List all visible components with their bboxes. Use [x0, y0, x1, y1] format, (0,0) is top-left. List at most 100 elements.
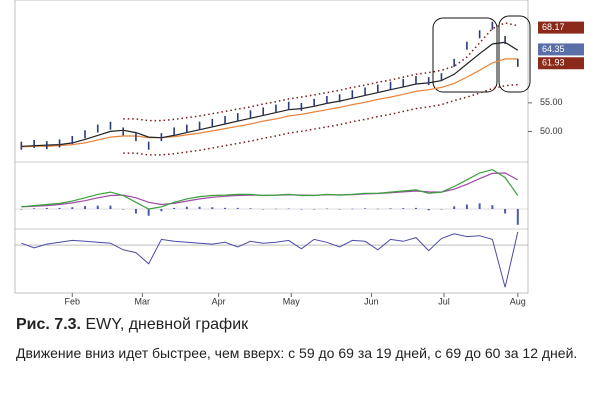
price-bar — [160, 133, 163, 142]
x-tick-label: Mar — [135, 296, 151, 306]
x-tick-label: Aug — [510, 296, 526, 306]
price-bar — [71, 136, 74, 144]
macd-histogram-bar — [249, 208, 252, 209]
macd-histogram-bar — [338, 209, 341, 210]
macd-histogram-bar — [224, 207, 227, 209]
price-label: 64.35 — [542, 44, 565, 54]
macd-histogram-bar — [453, 206, 456, 209]
price-bar — [58, 139, 61, 148]
price-bar — [300, 102, 303, 111]
macd-histogram-bar — [427, 209, 430, 211]
macd-histogram-bar — [491, 205, 494, 209]
price-bar — [173, 127, 175, 136]
price-bar — [478, 30, 481, 39]
x-tick-label: May — [283, 296, 301, 306]
macd-histogram-bar — [185, 206, 188, 209]
figure-label: Рис. 7.3. — [16, 316, 81, 333]
chart: 50.00 55.00 Feb Mar Apr May Jun Jul Aug 68.17 64.3… — [14, 0, 584, 306]
price-label: 61.93 — [542, 58, 565, 68]
macd-histogram-bar — [389, 208, 392, 209]
macd-histogram-bar — [440, 209, 443, 210]
macd-histogram-bar — [325, 208, 328, 210]
price-bar — [287, 101, 290, 110]
macd-histogram-bar — [45, 207, 48, 209]
price-bar — [20, 141, 23, 150]
price-bar — [491, 21, 494, 30]
plot-frame — [14, 0, 529, 294]
price-bar — [415, 76, 417, 84]
macd-histogram-bar — [504, 209, 507, 214]
price-bar — [453, 58, 455, 67]
macd-histogram-bar — [364, 208, 367, 209]
macd-histogram-bar — [71, 207, 74, 209]
figure-title: EWY, дневной график — [85, 316, 249, 333]
caption-text: Движение вниз идет быстрее, чем вверх: с… — [16, 345, 578, 361]
macd-histogram-bar — [122, 209, 125, 210]
price-bar — [313, 98, 315, 107]
price-bar — [147, 141, 150, 150]
macd-histogram-bar — [516, 209, 519, 225]
macd-histogram-bar — [274, 208, 277, 210]
highlight-box — [498, 15, 531, 93]
force-index — [21, 231, 519, 288]
macd-line — [21, 168, 519, 210]
price-bar — [338, 94, 341, 103]
price-bar — [249, 110, 252, 119]
price-bar — [440, 73, 443, 82]
y-tick-label: 55.00 — [540, 97, 563, 107]
macd-histogram-bar — [147, 209, 150, 216]
y-tick-label: 50.00 — [540, 126, 563, 136]
price-bar — [224, 116, 226, 124]
macd-histogram-bar — [465, 204, 468, 209]
price-bar — [211, 118, 214, 127]
price-bar — [186, 124, 188, 133]
price-bar — [275, 104, 277, 113]
price-bar — [198, 121, 201, 130]
ema-slow — [21, 58, 518, 148]
macd-histogram-bar — [414, 207, 417, 209]
macd-histogram-bar — [376, 208, 379, 210]
price-bar — [33, 140, 35, 148]
price-bar — [376, 84, 379, 93]
price-bar — [517, 58, 519, 67]
price-bar — [389, 81, 392, 90]
price-bar — [504, 36, 506, 44]
price-bar — [236, 113, 239, 122]
x-tick-label: Feb — [65, 296, 81, 306]
macd-histogram-bar — [109, 205, 112, 209]
price-bar — [326, 96, 328, 104]
price-bar — [96, 124, 99, 133]
macd-histogram-bar — [84, 206, 87, 209]
price-label: 68.17 — [542, 22, 565, 32]
ema-fast — [21, 41, 519, 147]
macd-histogram-bar — [262, 209, 265, 210]
price-bar — [46, 141, 48, 150]
x-tick-label: Jun — [364, 296, 379, 306]
upper-channel — [123, 22, 518, 122]
price-bar — [427, 77, 430, 86]
macd-histogram-bar — [198, 206, 201, 209]
price-bar — [364, 87, 366, 96]
x-tick-label: Jul — [438, 296, 450, 306]
macd-histogram-bar — [287, 208, 290, 210]
caption: Рис. 7.3. EWY, дневной график Движение в… — [16, 316, 586, 363]
price-bar — [262, 107, 265, 116]
price-label-box — [538, 43, 584, 56]
macd-histogram-bar — [236, 207, 239, 209]
price-bar — [135, 133, 137, 142]
macd-histogram-bar — [20, 209, 23, 210]
macd-histogram-bar — [33, 208, 36, 209]
price-bar — [351, 90, 354, 99]
macd-histogram-bar — [478, 203, 481, 209]
caption-title: Рис. 7.3. EWY, дневной график — [16, 316, 586, 334]
price-bar — [84, 130, 86, 139]
macd-histogram-bar — [313, 209, 316, 210]
price-bar — [402, 78, 405, 87]
macd-histogram-bar — [402, 208, 405, 209]
price-label-box — [538, 21, 584, 34]
price-bar — [122, 127, 125, 136]
macd-histogram-bar — [173, 207, 176, 209]
macd-histogram-bar — [351, 208, 354, 210]
macd-histogram-bar — [96, 205, 99, 209]
